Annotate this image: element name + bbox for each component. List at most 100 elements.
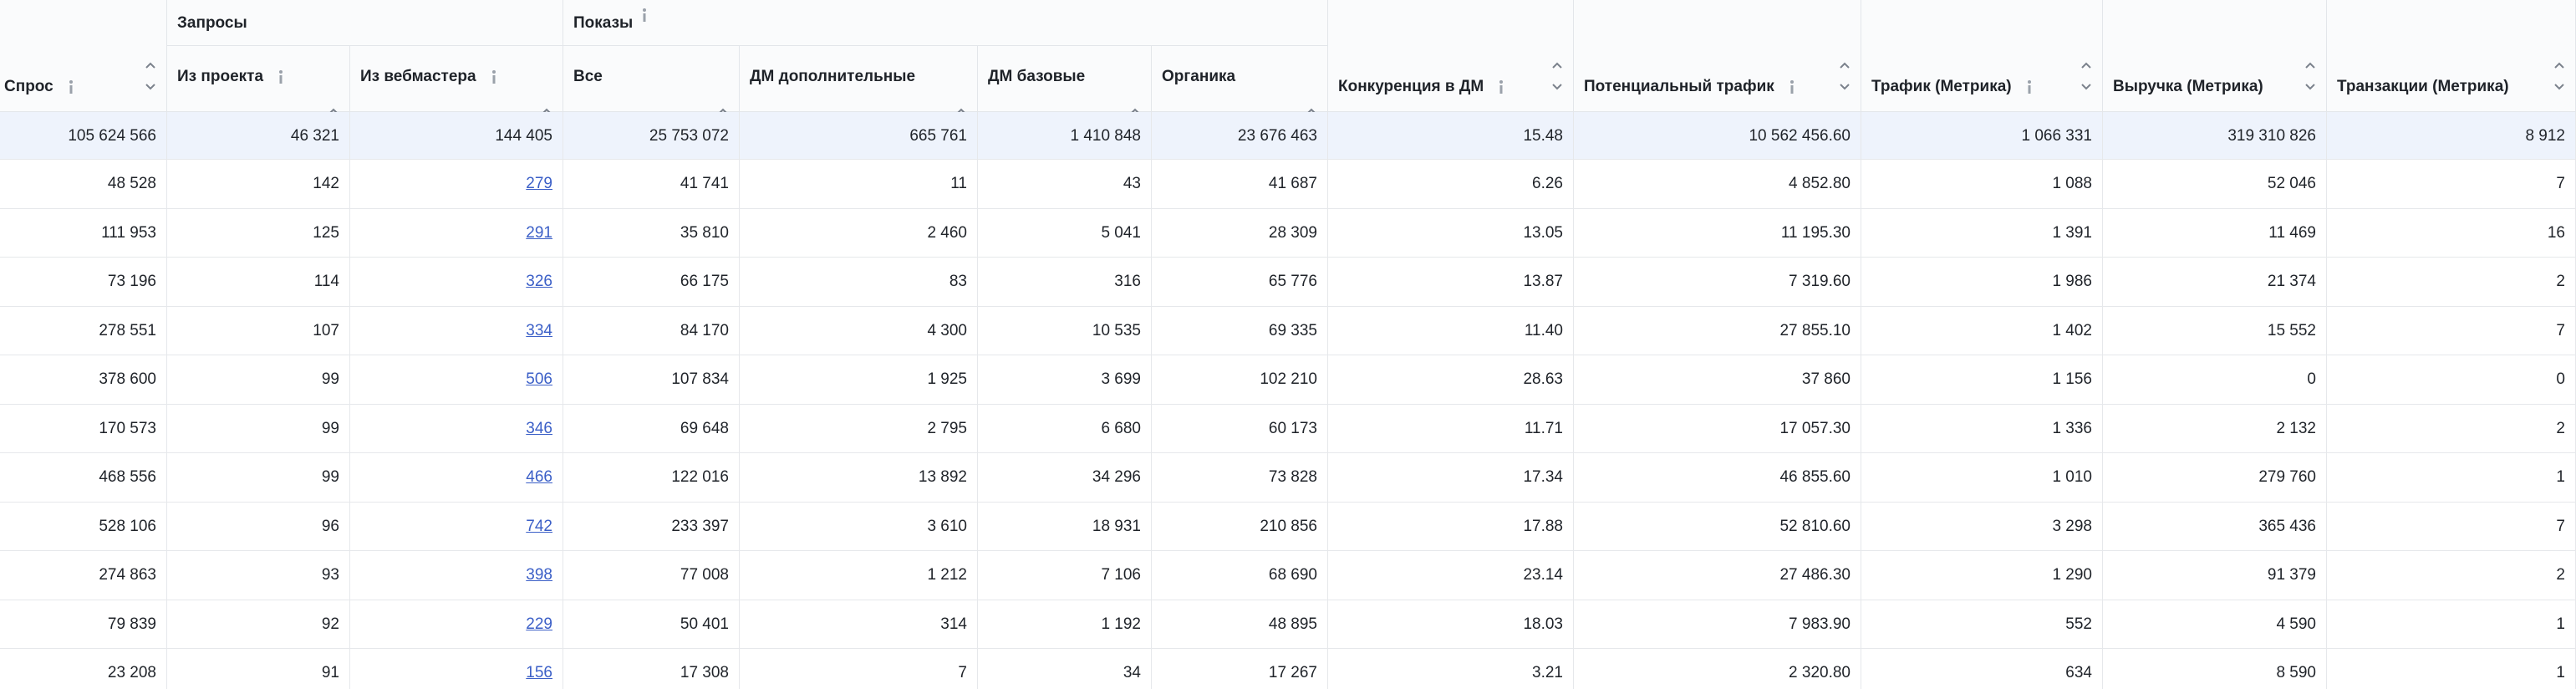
table-cell: 2 [2327,258,2576,307]
webmaster-link[interactable]: 466 [526,468,552,486]
cell-value: 1 [2556,664,2565,681]
total-cell: 665 761 [740,112,978,160]
table-cell: 170 573 [0,404,167,453]
cell-value: 8 912 [2525,127,2565,145]
cell-value: 99 [321,419,339,437]
info-icon[interactable] [277,69,285,84]
cell-value: 7 983.90 [1789,615,1851,633]
table-cell: 18 931 [978,502,1152,551]
table-cell: 99 [167,355,350,405]
webmaster-link[interactable]: 326 [526,273,552,290]
cell-value: 1 391 [2052,223,2092,242]
cell-value: 2 460 [927,223,967,242]
table-cell: 23 208 [0,649,167,689]
total-cell: 10 562 456.60 [1574,112,1861,160]
table-cell: 77 008 [563,551,740,600]
total-cell: 105 624 566 [0,112,167,160]
table-cell: 398 [350,551,563,600]
webmaster-link[interactable]: 156 [526,664,552,681]
cell-value: 96 [321,517,339,535]
cell-value: 122 016 [671,468,729,486]
column-header[interactable]: Органика [1152,46,1328,136]
column-header[interactable]: Все [563,46,740,136]
cell-value: 3 298 [2052,517,2092,535]
cell-value: 142 [313,175,339,192]
column-header[interactable]: Спрос [0,0,167,112]
cell-value: 28.63 [1523,370,1563,388]
webmaster-link[interactable]: 398 [526,566,552,584]
cell-value: 91 [321,664,339,681]
sort-control[interactable] [1838,59,1851,92]
table-cell: 17 057.30 [1574,404,1861,453]
table-cell: 5 041 [978,208,1152,258]
table-cell: 278 551 [0,306,167,355]
table-cell: 17.88 [1328,502,1574,551]
column-header[interactable]: Из проекта [167,46,350,136]
table-cell: 334 [350,306,563,355]
table-cell: 4 590 [2103,600,2327,649]
cell-value: 1 212 [927,566,967,584]
column-header[interactable]: ДМ дополнительные [740,46,978,136]
cell-value: 66 175 [680,273,729,290]
table-cell: 279 [350,160,563,209]
webmaster-link[interactable]: 742 [526,517,552,535]
cell-value: 27 855.10 [1779,321,1851,339]
info-icon[interactable] [640,8,649,23]
column-header[interactable]: Трафик (Метрика) [1861,0,2103,112]
webmaster-link[interactable]: 346 [526,419,552,437]
info-icon[interactable] [2025,79,2034,94]
sort-control[interactable] [144,59,157,92]
cell-value: 1 066 331 [2021,127,2092,145]
cell-value: 170 573 [99,419,156,437]
cell-value: 41 741 [680,175,729,192]
info-icon[interactable] [1497,79,1505,94]
table-cell: 1 [2327,600,2576,649]
webmaster-link[interactable]: 229 [526,615,552,633]
table-cell: 8 590 [2103,649,2327,689]
column-header[interactable]: Из вебмастера [350,46,563,136]
cell-value: 17 057.30 [1779,419,1851,437]
info-icon[interactable] [490,69,498,84]
sort-control[interactable] [1550,59,1564,92]
cell-value: 3 699 [1101,370,1141,388]
column-header[interactable]: Конкуренция в ДМ [1328,0,1574,112]
webmaster-link[interactable]: 291 [526,223,552,242]
table-cell: 60 173 [1152,404,1328,453]
cell-value: 52 810.60 [1779,517,1851,535]
column-header[interactable]: Выручка (Метрика) [2103,0,2327,112]
total-cell: 1 410 848 [978,112,1152,160]
column-label: Спрос [4,78,53,95]
webmaster-link[interactable]: 334 [526,321,552,339]
table-cell: 156 [350,649,563,689]
table-cell: 13.05 [1328,208,1574,258]
cell-value: 7 319.60 [1789,273,1851,290]
cell-value: 17 267 [1268,664,1317,681]
table-cell: 28 309 [1152,208,1328,258]
cell-value: 52 046 [2267,175,2316,192]
column-header[interactable]: Потенциальный трафик [1574,0,1861,112]
sort-control[interactable] [2080,59,2093,92]
webmaster-link[interactable]: 279 [526,175,552,192]
cell-value: 314 [940,615,967,633]
cell-value: 105 624 566 [68,127,156,145]
sort-control[interactable] [2304,59,2317,92]
info-icon[interactable] [67,79,75,94]
column-label: Из вебмастера [360,68,476,85]
cell-value: 1 925 [927,370,967,388]
total-cell: 25 753 072 [563,112,740,160]
cell-value: 552 [2065,615,2092,633]
table-cell: 742 [350,502,563,551]
total-cell: 8 912 [2327,112,2576,160]
cell-value: 23.14 [1523,566,1563,584]
table-cell: 99 [167,404,350,453]
table-cell: 52 046 [2103,160,2327,209]
cell-value: 1 336 [2052,419,2092,437]
column-header[interactable]: ДМ базовые [978,46,1152,136]
webmaster-link[interactable]: 506 [526,370,552,388]
info-icon[interactable] [1788,79,1796,94]
table-cell: 552 [1861,600,2103,649]
column-header[interactable]: Транзакции (Метрика) [2327,0,2576,112]
column-label: Конкуренция в ДМ [1338,78,1484,95]
sort-control[interactable] [2553,59,2566,92]
table-cell: 83 [740,258,978,307]
